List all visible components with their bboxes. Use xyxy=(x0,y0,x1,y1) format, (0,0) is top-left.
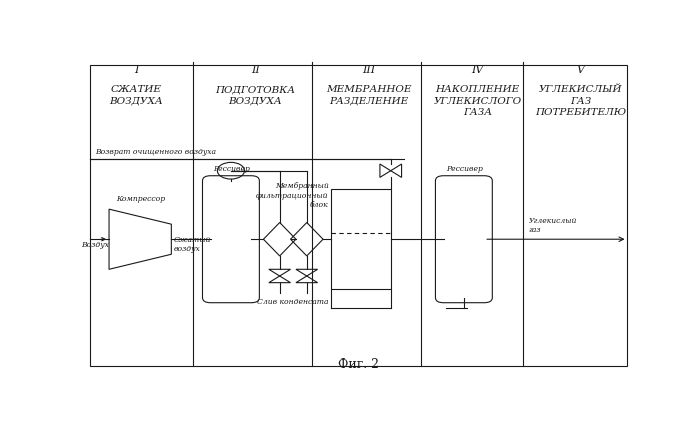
Text: Углекислый
газ: Углекислый газ xyxy=(529,217,577,234)
Text: II: II xyxy=(251,66,260,76)
Text: V: V xyxy=(577,66,584,76)
Text: СЖАТИЕ
ВОЗДУХА: СЖАТИЕ ВОЗДУХА xyxy=(109,85,163,105)
Text: Компрессор: Компрессор xyxy=(115,195,165,203)
Text: Фиг. 2: Фиг. 2 xyxy=(338,358,379,371)
Text: МЕМБРАННОЕ
РАЗДЕЛЕНИЕ: МЕМБРАННОЕ РАЗДЕЛЕНИЕ xyxy=(326,85,412,105)
Text: Сжатый
воздух: Сжатый воздух xyxy=(174,236,211,253)
Text: Возврат очищенного воздуха: Возврат очищенного воздуха xyxy=(96,148,217,156)
Text: ПОДГОТОВКА
ВОЗДУХА: ПОДГОТОВКА ВОЗДУХА xyxy=(215,85,296,105)
Text: УГЛЕКИСЛЫЙ
ГАЗ
ПОТРЕБИТЕЛЮ: УГЛЕКИСЛЫЙ ГАЗ ПОТРЕБИТЕЛЮ xyxy=(535,85,626,117)
Text: Рессивер: Рессивер xyxy=(213,165,250,173)
Text: Воздух: Воздух xyxy=(82,241,110,249)
Text: I: I xyxy=(134,66,138,76)
Text: Рессивер: Рессивер xyxy=(446,165,483,173)
Bar xyxy=(331,189,391,289)
Text: III: III xyxy=(363,66,375,76)
Bar xyxy=(90,66,628,366)
Text: НАКОПЛЕНИЕ
УГЛЕКИСЛОГО
ГАЗА: НАКОПЛЕНИЕ УГЛЕКИСЛОГО ГАЗА xyxy=(433,85,521,117)
Text: Мембранный
фильтрационный
блок: Мембранный фильтрационный блок xyxy=(256,182,329,209)
Text: Слив конденсата: Слив конденсата xyxy=(257,298,329,306)
Text: IV: IV xyxy=(471,66,484,76)
